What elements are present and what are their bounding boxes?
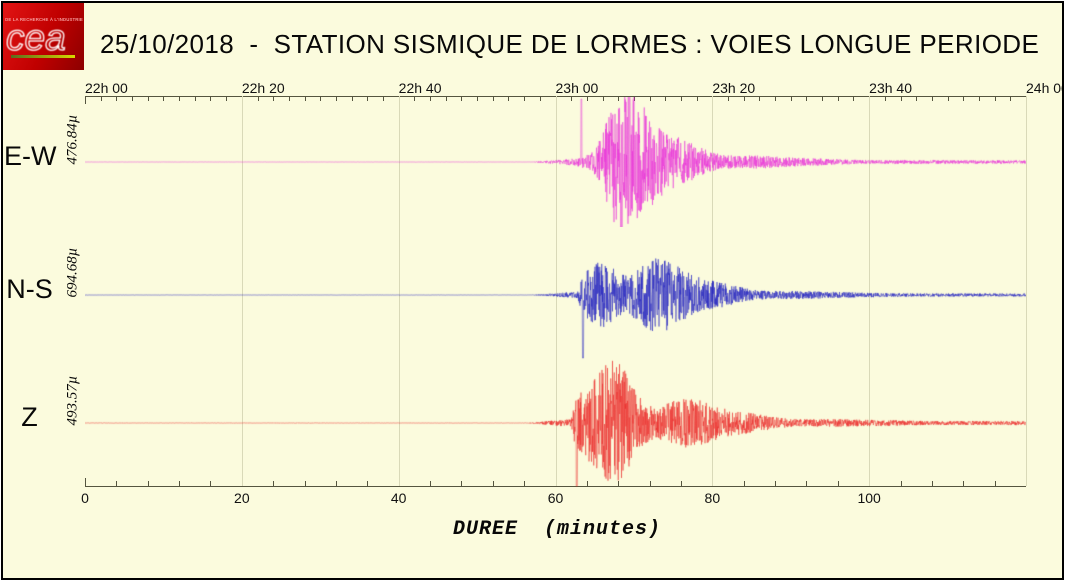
svg-text:cea: cea [6, 23, 66, 57]
